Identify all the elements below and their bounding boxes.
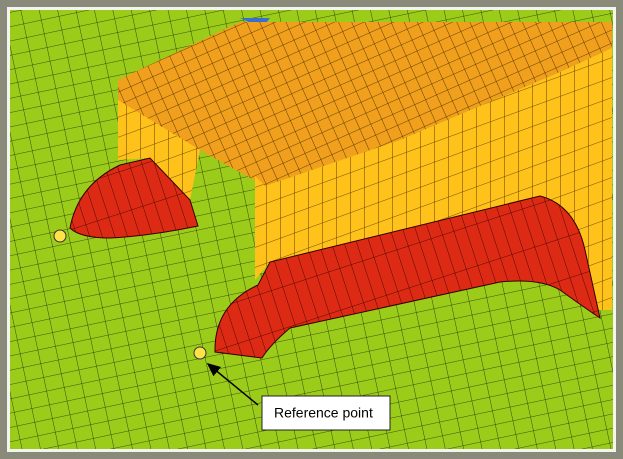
page: Reference point (() => { const data = JS… [0, 0, 623, 459]
reference-point-marker [194, 347, 206, 359]
mesh-screenshot: Reference point [0, 0, 623, 459]
point-marker [54, 230, 66, 242]
callout-label: Reference point [274, 405, 373, 421]
